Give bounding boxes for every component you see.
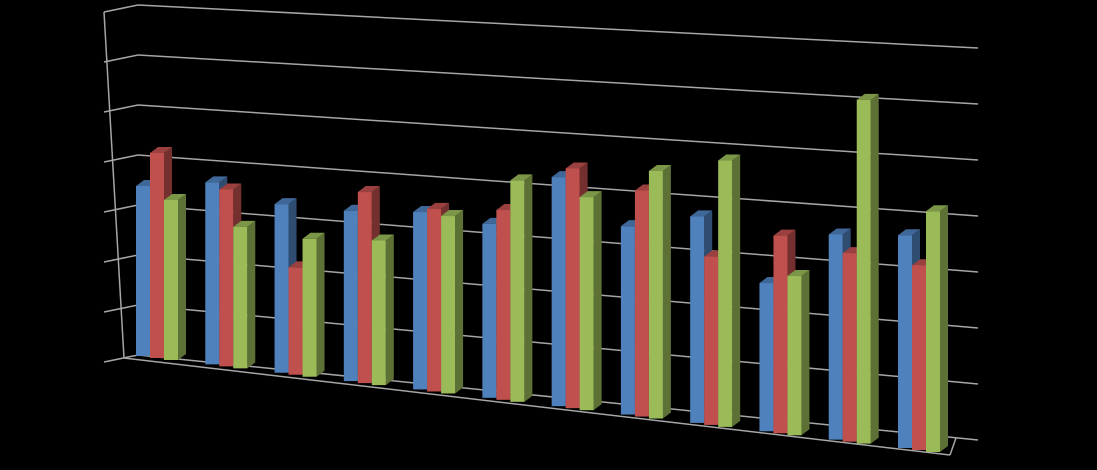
side-grid-line	[103, 4, 139, 13]
bar-top	[579, 191, 602, 198]
bar-top	[648, 164, 671, 171]
bar	[898, 235, 912, 448]
bar-side	[316, 232, 325, 377]
bar-top	[898, 229, 920, 236]
bar-top	[565, 162, 588, 169]
bar	[787, 276, 802, 436]
bar	[773, 235, 788, 434]
bar	[510, 180, 525, 402]
bar-side	[801, 270, 810, 436]
bar	[150, 153, 164, 358]
bar-top	[926, 205, 948, 212]
bar	[842, 253, 857, 442]
bar-side	[662, 164, 671, 419]
bar-side	[870, 93, 879, 444]
bar-top	[690, 210, 713, 217]
bar	[413, 212, 428, 390]
bar	[427, 208, 442, 392]
bar	[620, 226, 635, 415]
floor-edge	[123, 357, 951, 456]
bar-top	[219, 183, 242, 190]
bar	[551, 177, 566, 407]
bar	[634, 190, 649, 417]
bar	[690, 216, 705, 423]
bar	[856, 99, 871, 444]
bar	[357, 192, 372, 384]
bar-top	[302, 232, 325, 239]
bar-top	[274, 198, 297, 205]
bar-top	[371, 234, 394, 241]
bar-top	[164, 194, 186, 200]
bar	[828, 234, 843, 440]
bar	[219, 189, 234, 367]
bar-top	[357, 186, 380, 193]
bar	[496, 210, 511, 400]
bar-side	[247, 220, 256, 369]
grid-line	[137, 104, 979, 161]
bar-top	[233, 220, 256, 227]
bar-top	[787, 270, 810, 277]
grid-line	[137, 54, 979, 105]
bar-top	[441, 210, 464, 217]
bar-side	[178, 194, 186, 360]
bar	[579, 197, 594, 411]
bar	[274, 204, 289, 373]
bar	[233, 226, 248, 369]
grid-line	[137, 4, 979, 49]
bar	[482, 223, 497, 398]
axis-line	[103, 11, 125, 359]
bar-side	[593, 191, 602, 411]
bar	[288, 267, 303, 375]
bar	[343, 210, 358, 382]
side-grid-line	[103, 204, 139, 213]
bar	[136, 186, 150, 356]
floor-edge	[949, 437, 957, 456]
bar-top	[150, 147, 172, 153]
bar	[205, 182, 220, 365]
bar-top	[856, 93, 879, 100]
bar-top	[510, 174, 533, 181]
bar-side	[732, 154, 741, 427]
bar	[565, 168, 580, 409]
bar-top	[718, 154, 741, 161]
bar-top	[427, 202, 450, 209]
bar	[371, 240, 386, 386]
bar	[718, 160, 733, 427]
side-grid-line	[103, 154, 139, 163]
bar	[164, 200, 178, 360]
side-grid-line	[103, 354, 139, 363]
bar-top	[205, 176, 228, 183]
bar-side	[455, 210, 464, 394]
bar-side	[385, 234, 394, 386]
bar-top	[773, 229, 796, 236]
bar-side	[524, 174, 533, 402]
bar	[441, 216, 456, 394]
bar-side	[940, 205, 948, 452]
bar	[926, 211, 940, 452]
bar	[759, 283, 774, 432]
bar	[302, 238, 317, 377]
bar-top	[828, 228, 851, 235]
bar	[648, 170, 663, 419]
bar	[912, 265, 926, 450]
side-grid-line	[103, 254, 139, 263]
bar	[704, 256, 719, 425]
side-grid-line	[103, 54, 139, 63]
